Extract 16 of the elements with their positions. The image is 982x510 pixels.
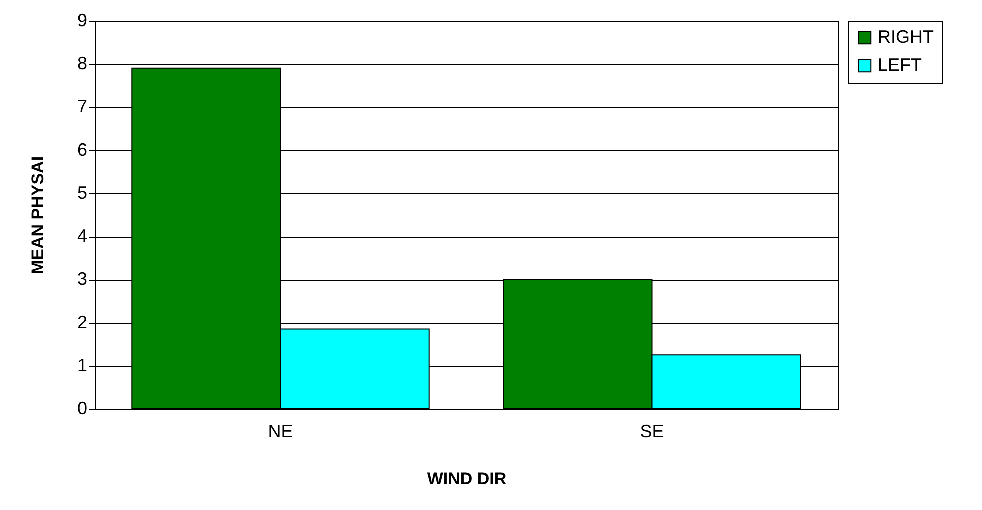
y-tick-label: 9 (77, 10, 88, 30)
y-tick-label: 8 (77, 54, 88, 74)
y-tick-label: 1 (77, 355, 88, 376)
legend-label: LEFT (878, 55, 922, 75)
y-tick-label: 3 (77, 269, 88, 290)
y-tick-label: 6 (77, 140, 88, 160)
y-tick-label: 7 (77, 96, 88, 117)
x-tick-label: NE (268, 422, 294, 442)
x-axis-title: WIND DIR (427, 470, 507, 488)
y-tick-label: 4 (77, 226, 88, 246)
y-tick-label: 2 (77, 312, 88, 332)
y-tick-label: 5 (77, 182, 88, 203)
y-tick-label: 0 (77, 398, 88, 418)
x-tick-label: SE (640, 422, 664, 442)
legend-label: RIGHT (878, 27, 934, 47)
y-axis-title: MEAN PHYSAI (28, 156, 48, 275)
